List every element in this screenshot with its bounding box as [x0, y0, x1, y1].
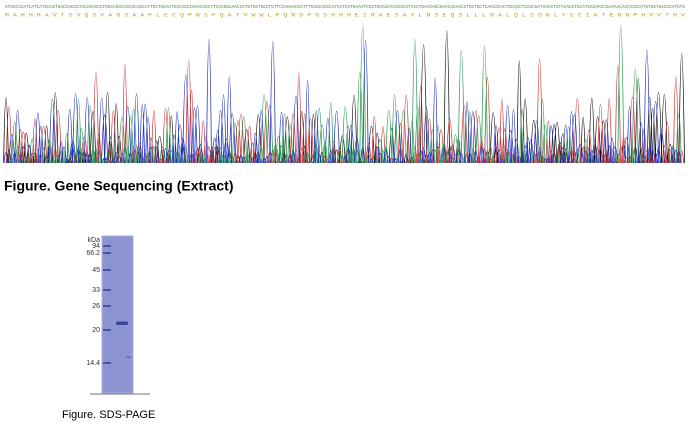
ladder-band	[103, 329, 111, 331]
ladder-band	[103, 269, 111, 271]
marker-label: 33	[92, 287, 100, 294]
marker-label: 26	[92, 303, 100, 310]
ladder-band	[103, 245, 111, 247]
chromatogram	[3, 25, 685, 164]
ladder-band	[103, 252, 111, 254]
gel-caption: Figure. SDS-PAGE	[62, 409, 155, 421]
marker-label: 66.2	[86, 250, 100, 257]
gel-lane	[102, 236, 133, 393]
sequencing-caption: Figure. Gene Sequencing (Extract)	[4, 178, 234, 194]
marker-label: 20	[92, 327, 100, 334]
ladder-band	[103, 362, 111, 364]
faint-band	[126, 356, 131, 358]
gel-border	[101, 235, 134, 394]
marker-label: 14.4	[86, 360, 100, 367]
dna-sequence: ATGGCACATCATCATGCAGTGACCAGCGTGCAGAGCGTGG…	[5, 6, 685, 10]
marker-label: 45	[92, 267, 100, 274]
trace	[3, 30, 685, 164]
gel-unit: kDa	[88, 237, 101, 244]
protein-sequence: M A H H H A V T S V Q S V A G S A A F L …	[5, 12, 685, 18]
marker-label: 94	[92, 243, 100, 250]
ladder-band	[103, 289, 111, 291]
trace	[9, 25, 682, 164]
ladder-band	[103, 305, 111, 307]
trace	[3, 39, 682, 164]
trace	[5, 58, 685, 164]
sample-band	[116, 321, 128, 325]
